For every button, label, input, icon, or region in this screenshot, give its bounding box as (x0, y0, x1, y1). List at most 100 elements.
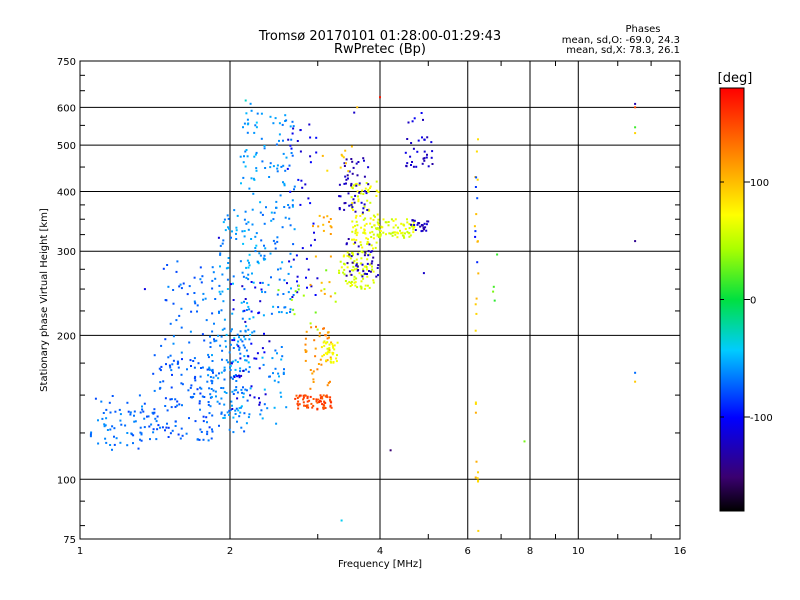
data-point (326, 169, 329, 172)
data-point (245, 266, 248, 269)
data-point (232, 275, 235, 278)
data-point (269, 162, 272, 165)
data-point (169, 398, 172, 401)
data-point (339, 260, 342, 263)
data-point (363, 228, 366, 231)
data-point (188, 417, 190, 420)
data-point (97, 442, 100, 445)
data-point (104, 437, 107, 440)
data-point (397, 226, 400, 229)
data-point (366, 262, 369, 265)
data-point (332, 361, 335, 363)
data-point (367, 188, 370, 191)
data-point (430, 141, 433, 144)
data-point (193, 300, 196, 303)
data-point (367, 190, 370, 193)
data-point (357, 198, 360, 201)
data-point (320, 281, 323, 284)
data-point (211, 287, 214, 290)
data-point (290, 147, 293, 150)
data-point (309, 283, 312, 286)
data-point (301, 247, 304, 250)
data-point (242, 386, 244, 389)
data-point (221, 290, 224, 293)
data-point (301, 186, 304, 189)
data-point (323, 344, 326, 347)
data-point (323, 288, 326, 291)
data-point (350, 186, 353, 189)
data-point (239, 411, 242, 414)
data-point (367, 183, 370, 186)
data-point (325, 395, 328, 398)
data-point (329, 404, 332, 407)
data-point (318, 332, 321, 335)
data-point (159, 369, 162, 372)
data-point (375, 180, 378, 183)
data-point (280, 358, 283, 361)
data-point (185, 432, 188, 435)
data-point (193, 377, 196, 380)
data-point (318, 335, 321, 338)
data-point (246, 118, 249, 121)
data-point (198, 400, 201, 403)
data-point (254, 286, 257, 289)
data-point (264, 291, 267, 294)
data-point (326, 341, 329, 344)
data-point (207, 356, 210, 359)
data-point (89, 435, 92, 438)
data-point (307, 197, 310, 200)
data-point (426, 136, 429, 139)
data-point (209, 346, 212, 348)
x-tick-label: 4 (377, 546, 383, 557)
data-point (248, 187, 251, 190)
data-point (351, 254, 354, 257)
data-point (205, 319, 208, 322)
data-point (273, 406, 276, 409)
data-point (119, 441, 122, 444)
data-point (352, 269, 355, 272)
legend-line-x: mean, sd,X: 78.3, 26.1 (566, 45, 680, 56)
data-point (360, 226, 363, 229)
data-point (106, 429, 109, 431)
data-point (241, 391, 244, 394)
data-point (97, 419, 99, 422)
data-point (194, 302, 197, 305)
data-point (101, 417, 104, 420)
data-point (350, 182, 353, 185)
data-point (349, 285, 352, 288)
data-point (240, 182, 242, 185)
data-point (274, 242, 277, 245)
data-point (238, 336, 240, 339)
data-point (366, 284, 369, 287)
data-point (477, 529, 480, 532)
data-point (243, 412, 246, 415)
data-point (338, 208, 341, 211)
data-point (247, 278, 250, 281)
data-point (284, 169, 287, 172)
data-point (243, 122, 246, 125)
data-point (411, 161, 413, 163)
data-point (229, 330, 232, 333)
data-point (320, 289, 323, 292)
data-point (369, 250, 372, 253)
data-point (368, 243, 371, 246)
data-point (157, 424, 160, 427)
data-point (254, 235, 257, 238)
data-point (148, 425, 151, 428)
data-point (367, 241, 370, 244)
data-point (297, 404, 300, 407)
data-point (200, 431, 203, 433)
data-point (330, 341, 333, 344)
data-point (394, 224, 397, 227)
data-point (244, 150, 247, 153)
data-point (296, 275, 299, 278)
data-point (340, 153, 343, 156)
data-point (258, 403, 261, 406)
data-point (410, 164, 412, 166)
data-point (353, 278, 356, 281)
data-point (260, 288, 263, 291)
data-point (282, 373, 285, 375)
data-point (290, 152, 293, 154)
data-point (243, 230, 246, 232)
data-point (219, 253, 222, 256)
